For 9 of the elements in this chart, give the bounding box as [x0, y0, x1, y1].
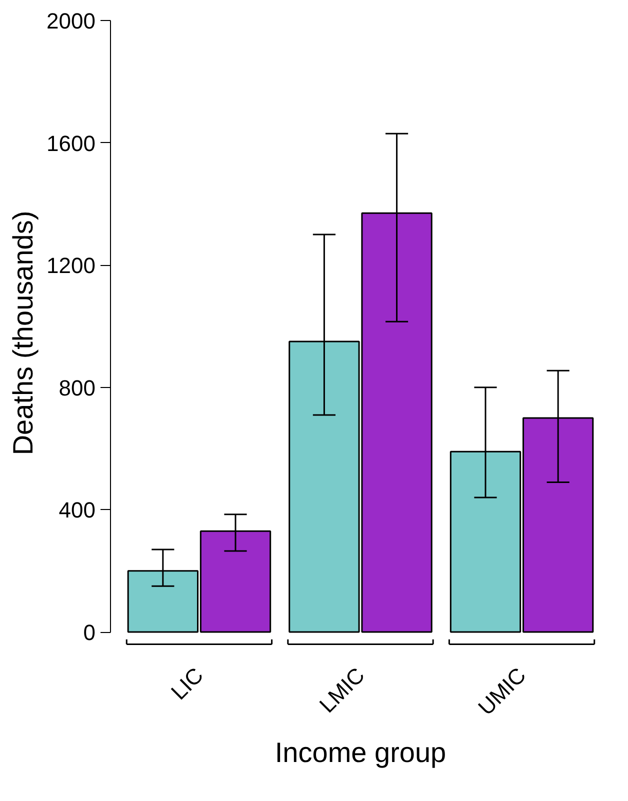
y-tick-label: 800 [58, 375, 96, 400]
y-tick-label: 1600 [46, 130, 96, 156]
y-tick-label: 1200 [46, 253, 96, 278]
y-tick-label: 2000 [46, 8, 96, 34]
x-axis-title: Income group [274, 736, 446, 768]
y-tick-label: 400 [58, 498, 96, 523]
y-axis-title: Deaths (thousands) [8, 210, 39, 456]
x-tick-label: LIC [166, 662, 208, 705]
y-tick-label: 0 [83, 620, 96, 646]
